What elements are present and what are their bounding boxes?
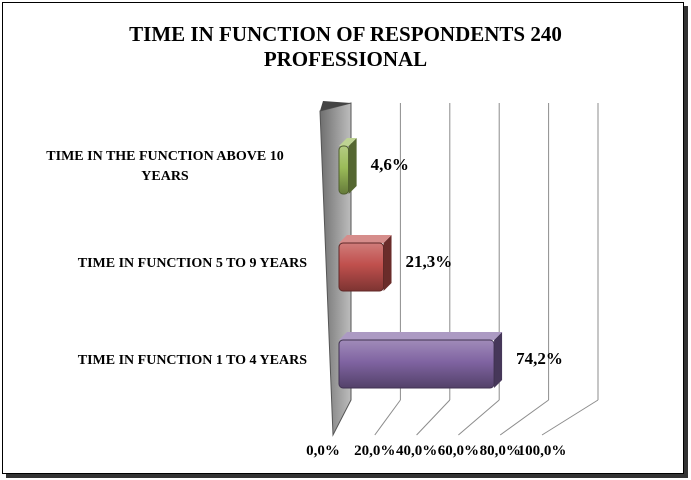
- bar-end-1: [383, 235, 392, 291]
- side-wall-top: [320, 101, 351, 111]
- data-label-1: 21,3%: [406, 252, 453, 271]
- chart-title-line-2: PROFESSIONAL: [263, 47, 428, 71]
- category-label-0: TIME IN THE FUNCTION ABOVE 10 YEARS: [46, 149, 283, 184]
- floor-gridline-80: [499, 399, 549, 436]
- x-tick-label-2: 40,0%: [396, 443, 437, 459]
- bar-top-1: [339, 235, 392, 243]
- x-tick-label-0: 0,0%: [306, 443, 340, 459]
- x-tick-label-4: 80,0%: [480, 443, 521, 459]
- floor-gridline-60: [458, 399, 500, 436]
- floor-gridline-100: [541, 399, 599, 436]
- bar-2: [338, 339, 495, 389]
- x-tick-label-5: 100,0%: [518, 443, 567, 459]
- category-label-0-line-1: YEARS: [141, 169, 189, 184]
- category-label-1-line-0: TIME IN FUNCTION 5 TO 9 YEARS: [78, 256, 307, 271]
- category-label-1: TIME IN FUNCTION 5 TO 9 YEARS: [78, 256, 307, 271]
- bar-end-2: [494, 332, 503, 388]
- category-label-2-line-0: TIME IN FUNCTION 1 TO 4 YEARS: [78, 353, 307, 368]
- bar-1: [338, 242, 385, 292]
- floor-gridline-20: [374, 399, 401, 436]
- x-tick-label-3: 60,0%: [438, 443, 479, 459]
- bar-0: [338, 145, 350, 195]
- bar-top-2: [339, 332, 503, 340]
- chart-title: TIME IN FUNCTION OF RESPONDENTS 240 PROF…: [0, 22, 691, 72]
- bar-top-0: [339, 138, 357, 146]
- data-label-0: 4,6%: [371, 155, 409, 174]
- category-label-2: TIME IN FUNCTION 1 TO 4 YEARS: [78, 353, 307, 368]
- floor-gridline-40: [416, 399, 451, 436]
- x-tick-label-1: 20,0%: [354, 443, 395, 459]
- bar-end-0: [348, 138, 357, 194]
- category-label-0-line-0: TIME IN THE FUNCTION ABOVE 10: [46, 149, 283, 164]
- data-label-2: 74,2%: [516, 349, 563, 368]
- chart-title-line-1: TIME IN FUNCTION OF RESPONDENTS 240: [129, 22, 562, 46]
